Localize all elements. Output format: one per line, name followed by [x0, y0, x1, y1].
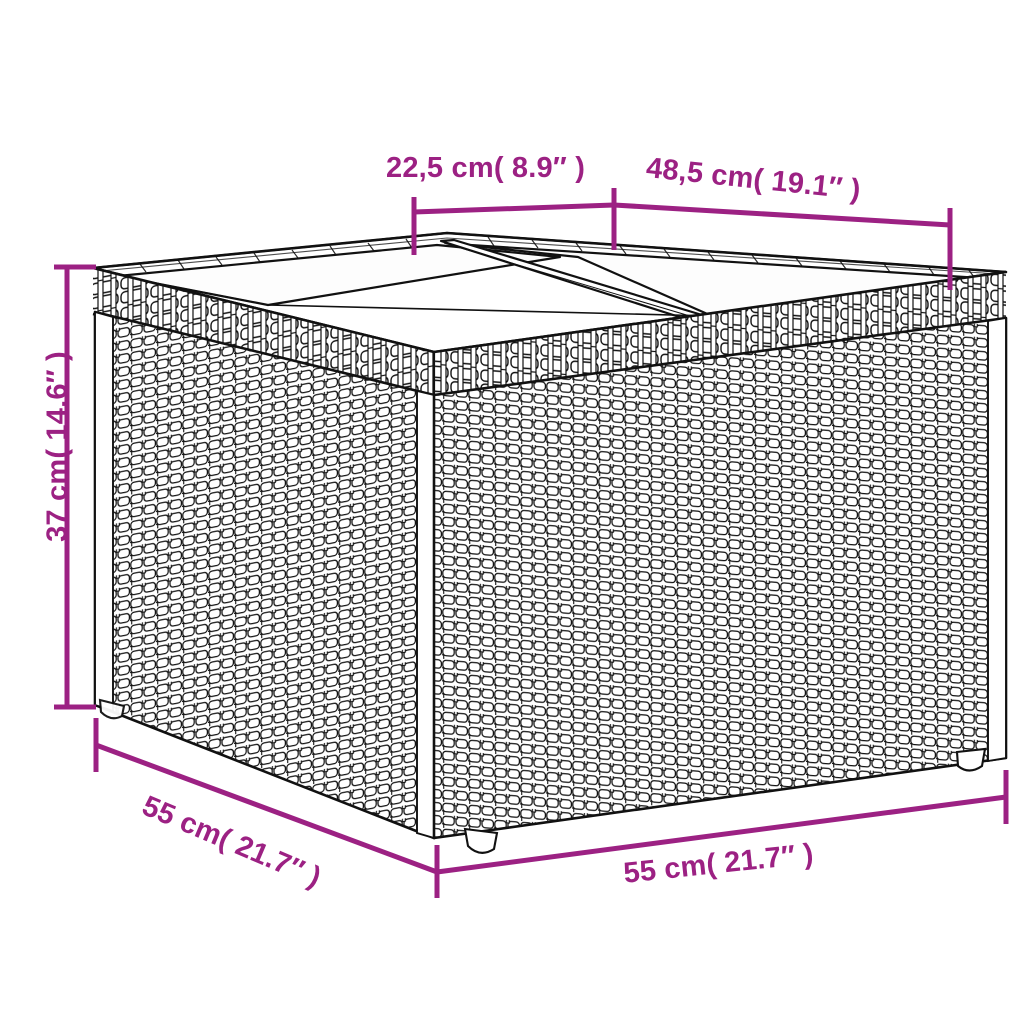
foot-back-left — [98, 698, 126, 720]
dimension-height — [54, 264, 96, 710]
foot-front-right — [955, 747, 987, 772]
dimension-top-right — [613, 202, 953, 290]
foot-front-left — [463, 827, 499, 854]
dimension-top-left — [411, 188, 617, 255]
table-feet — [98, 698, 987, 854]
table-front-panel — [432, 316, 1008, 840]
dimension-width — [436, 770, 1009, 875]
dimension-label-height: 37 cm( 14.6″ ) — [41, 351, 74, 542]
dimension-label-top-left: 22,5 cm( 8.9″ ) — [386, 152, 586, 184]
